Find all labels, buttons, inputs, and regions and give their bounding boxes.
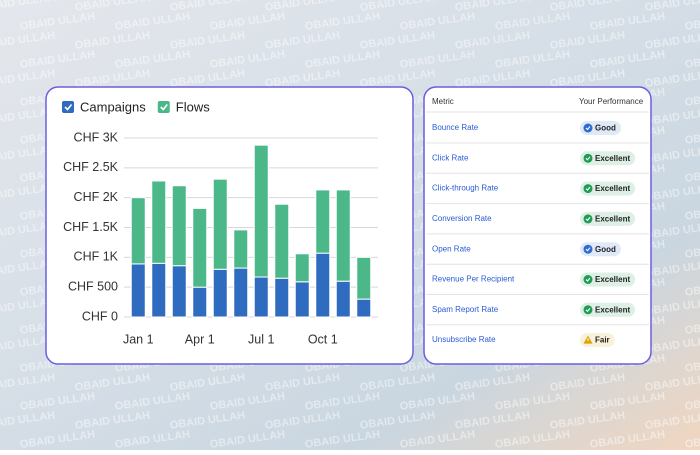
metric-name[interactable]: Click-through Rate (432, 184, 499, 193)
y-tick-label: CHF 0 (82, 309, 118, 323)
metric-name[interactable]: Conversion Rate (432, 214, 492, 223)
y-tick-label: CHF 1.5K (63, 220, 119, 234)
status-badge (580, 302, 636, 317)
table: Metric Your Performance Bounce Rate Good Cli… (426, 97, 649, 348)
check-icon (583, 153, 593, 163)
y-tick-label: CHF 3K (74, 130, 119, 144)
check-mark (585, 186, 591, 191)
check-icon (583, 305, 593, 315)
status-label: Good (595, 124, 616, 133)
status-badge (580, 181, 636, 196)
table-header: Metric (432, 97, 454, 106)
bar-segment (192, 207, 208, 288)
check-icon (583, 214, 593, 224)
check-mark (585, 156, 591, 161)
status-label: Good (595, 245, 616, 254)
bar-segment (253, 144, 269, 278)
metric-name[interactable]: Revenue Per Recipient (432, 275, 515, 284)
status-label: Excellent (595, 275, 630, 284)
status-label: Fair (595, 336, 610, 345)
bar-segment (315, 189, 331, 254)
y-tick-label: CHF 2.5K (63, 160, 119, 174)
bar-segment (192, 286, 208, 318)
status-label: Excellent (595, 215, 630, 224)
bar-segment (233, 267, 249, 318)
bar-segment (130, 197, 146, 265)
y-tick-label: CHF 500 (68, 279, 118, 293)
y-tick-label: CHF 2K (74, 190, 119, 204)
bar-segment (315, 252, 331, 318)
status-label: Excellent (595, 184, 630, 193)
bar-segment (356, 298, 372, 318)
legend-label[interactable]: Flows (176, 99, 210, 114)
status-label: Excellent (595, 154, 630, 163)
bar-segment (212, 268, 228, 318)
bar-segment (233, 229, 249, 269)
bar-segment (274, 203, 290, 279)
x-tick-label: Jul 1 (248, 332, 274, 346)
bar-segment (151, 262, 167, 318)
bar-segment (253, 276, 269, 318)
bar-segment (356, 256, 372, 300)
check-icon (583, 275, 593, 284)
metric-name[interactable]: Click Rate (432, 153, 469, 162)
bar-segment (335, 189, 351, 282)
chart: Campaigns Flows CHF 0 CHF 500 CHF 1K CHF 1.5K… (62, 99, 378, 346)
check-mark (585, 277, 591, 282)
check-icon (583, 123, 593, 133)
x-tick-label: Oct 1 (308, 332, 338, 346)
check-mark (585, 247, 591, 252)
metric-name[interactable]: Unsubscribe Rate (432, 335, 496, 344)
warning-mark (587, 338, 589, 342)
legend-check (160, 104, 168, 111)
legend-checkbox[interactable] (157, 101, 170, 113)
status-badge (580, 272, 636, 287)
bar-segment (294, 253, 310, 283)
check-mark (585, 217, 591, 222)
metric-name[interactable]: Open Rate (432, 244, 471, 253)
bar-segment (274, 277, 290, 318)
metric-name[interactable]: Spam Report Rate (432, 305, 499, 314)
status-badge (580, 211, 636, 226)
bar-segment (335, 280, 351, 318)
legend-label[interactable]: Campaigns (80, 99, 146, 114)
bar-segment (171, 265, 187, 318)
check-mark (585, 126, 591, 131)
bar-segment (212, 178, 228, 270)
metric-name[interactable]: Bounce Rate (432, 123, 479, 132)
legend-checkbox[interactable] (62, 101, 74, 113)
check-icon (583, 184, 593, 194)
table-header: Your Performance (579, 97, 644, 106)
check-icon (583, 244, 593, 254)
status-badge (580, 151, 636, 166)
legend-check (64, 104, 73, 111)
bar-segment (294, 281, 310, 318)
status-label: Excellent (595, 305, 630, 314)
check-mark (585, 307, 591, 313)
y-tick-label: CHF 1K (74, 250, 119, 264)
bar-segment (130, 263, 146, 318)
bar-segment (151, 180, 167, 264)
x-tick-label: Jan 1 (123, 332, 154, 346)
x-tick-label: Apr 1 (185, 332, 215, 346)
bar-segment (171, 185, 187, 267)
